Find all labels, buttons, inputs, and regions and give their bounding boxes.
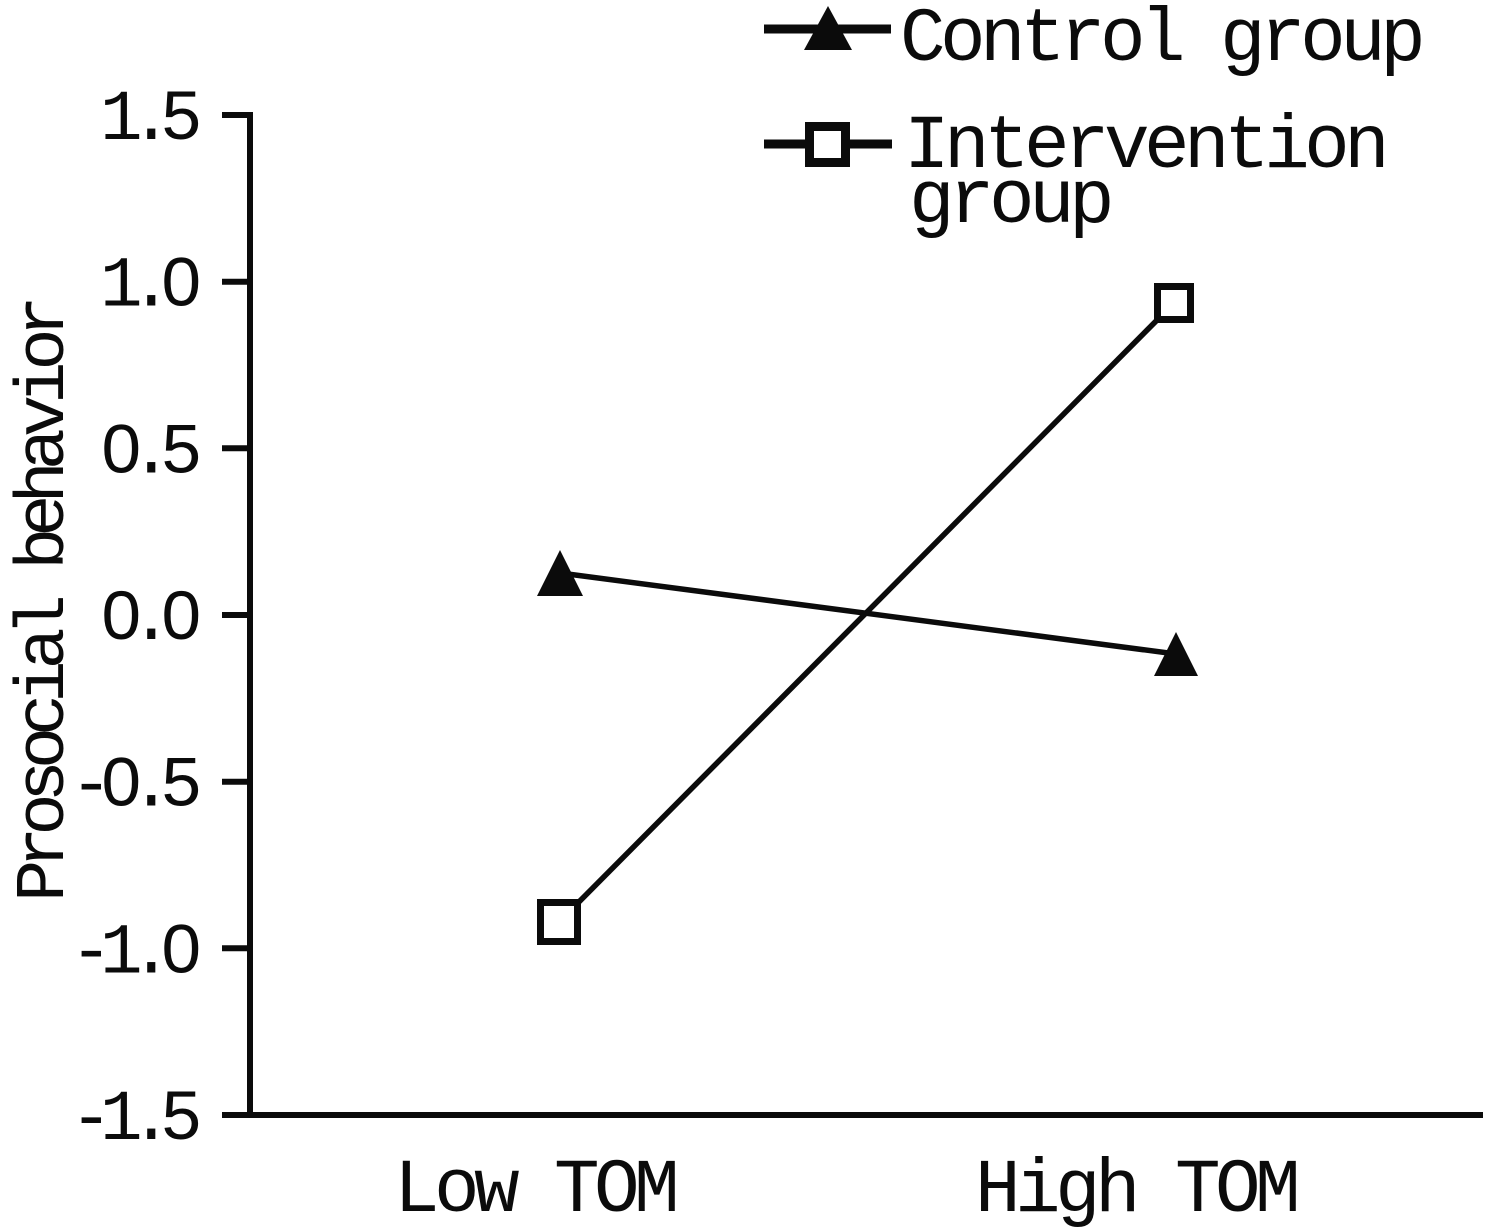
- svg-text:1.5: 1.5: [100, 81, 199, 161]
- svg-text:-1.5: -1.5: [70, 1081, 199, 1161]
- svg-text:group: group: [909, 159, 1110, 245]
- svg-text:-0.5: -0.5: [70, 748, 199, 828]
- svg-text:High TOM: High TOM: [975, 1148, 1296, 1229]
- svg-text:Control group: Control group: [900, 0, 1421, 83]
- svg-text:Low TOM: Low TOM: [394, 1148, 675, 1229]
- svg-text:Prosocial behavior: Prosocial behavior: [6, 301, 85, 902]
- svg-text:Intervention: Intervention: [904, 104, 1384, 190]
